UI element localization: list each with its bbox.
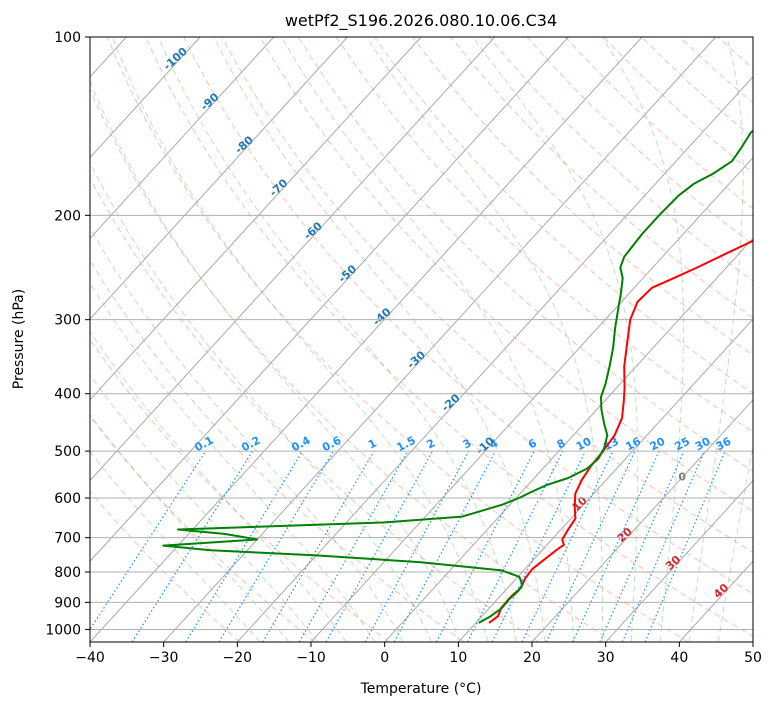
skew-isotherm [90,37,643,642]
mixing-ratio-line [621,450,705,642]
moist-adiabat [111,37,489,642]
dry-adiabat [221,37,753,553]
moist-adiabat [90,226,404,642]
zero-isotherm-label: 0 [678,470,686,483]
moist-adiabat [90,79,461,642]
dry-adiabat [106,37,689,642]
skew-isotherm [384,237,753,642]
moist-adiabat [365,37,603,642]
mixing-ratio-line [131,450,254,642]
mixing-ratio-line [218,450,334,642]
mixing-ratio-line [521,450,614,642]
mixing-ratio-label: 20 [648,435,668,454]
skew-isotherm [310,156,753,642]
mixing-ratio-label: 25 [672,435,692,454]
x-tick-label: 20 [523,650,541,666]
mixing-ratio-line [185,450,304,642]
mixing-ratio-label: 36 [714,435,734,454]
mixing-ratio-label: 16 [623,435,643,454]
x-tick-label: 0 [380,650,389,666]
y-tick-label: 500 [54,444,81,460]
skew-isotherm [90,37,275,240]
mixing-ratio-line [393,450,496,642]
skew-isotherm [531,399,753,642]
mixing-ratio-label: 30 [693,435,713,454]
moist-adiabat [281,37,575,642]
mixing-ratio-line [599,450,685,642]
mixing-ratio-line [545,450,636,642]
mixing-ratio-line [644,450,726,642]
skew-isotherm [90,37,569,563]
dry-adiabat [90,490,241,642]
mixing-ratio-line [491,450,586,642]
skew-isotherm [90,37,422,401]
y-tick-label: 100 [54,30,81,46]
x-tick-label: 10 [449,650,467,666]
y-axis-label: Pressure (hPa) [11,289,27,389]
skew-isotherm [457,318,753,642]
moist-adiabat [90,374,319,642]
y-tick-label: 800 [54,565,81,581]
moist-adiabat [472,37,639,642]
y-tick-label: 200 [54,208,81,224]
dry-adiabat [450,37,753,319]
y-tick-label: 1000 [45,622,81,638]
x-axis-label: Temperature (°C) [360,681,482,697]
mixing-ratio-label: 10 [574,435,594,454]
y-tick-label: 900 [54,595,81,611]
dry-adiabat [183,37,753,595]
x-tick-label: −10 [296,650,326,666]
dry-adiabat [259,37,753,512]
x-tick-label: −40 [75,650,105,666]
x-tick-label: 30 [597,650,615,666]
temperature-line [488,239,753,624]
dry-adiabat [90,176,540,642]
skew-isotherm [90,37,496,482]
mixing-ratio-line [325,450,434,642]
y-axis: 100 200 300 400 500 600 700 800 900 1000 [45,30,90,638]
mixing-ratio-line [572,450,660,642]
y-tick-label: 300 [54,313,81,329]
skew-isotherm [90,37,201,159]
dry-adiabat [90,88,614,642]
dry-adiabat [90,415,316,642]
dry-adiabat [90,338,390,642]
dry-adiabat [412,37,753,356]
series-layer [162,129,753,624]
y-tick-label: 700 [54,531,81,547]
skew-isotherm [236,76,753,642]
y-tick-label: 400 [54,387,81,403]
x-axis: −40 −30 −20 −10 0 10 20 30 40 50 [75,642,762,666]
background-lines [90,37,753,642]
x-tick-label: 40 [670,650,688,666]
plot-frame [89,36,754,643]
x-tick-label: −20 [223,650,253,666]
mixing-ratio-line [298,450,409,642]
skew-isotherm [90,37,348,320]
dry-adiabat [90,259,465,642]
dewpoint-line [162,129,753,624]
moist-adiabat [717,444,753,642]
skew-isotherm [163,37,717,642]
moist-adiabat [90,282,376,642]
y-tick-label: 600 [54,491,81,507]
moist-adiabat [688,37,744,642]
x-tick-label: −30 [149,650,179,666]
moist-adiabat [90,330,347,642]
chart-title: wetPf2_S196.2026.080.10.06.C34 [285,11,557,31]
moist-adiabat [213,37,546,642]
moist-adiabat [90,161,432,642]
x-tick-label: 50 [744,650,762,666]
mixing-ratio-line [364,450,470,642]
mixing-ratio-line [262,450,375,642]
moist-adiabat [601,37,685,642]
skew-isotherm [605,479,753,642]
